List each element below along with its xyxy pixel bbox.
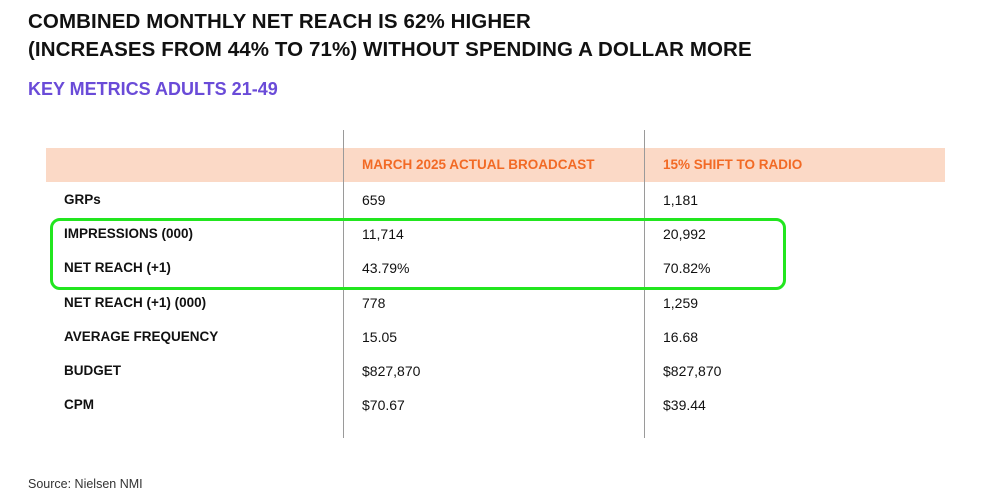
broadcast-value: 11,714 — [362, 226, 404, 243]
broadcast-value: 15.05 — [362, 328, 398, 345]
table-row: IMPRESSIONS (000) 11,714 20,992 — [0, 217, 985, 251]
table-row: BUDGET $827,870 $827,870 — [0, 354, 985, 388]
metric-label: GRPs — [64, 192, 101, 207]
broadcast-value: 43.79% — [362, 260, 410, 277]
metric-label: BUDGET — [64, 363, 121, 378]
table-row: NET REACH (+1) 43.79% 70.82% — [0, 251, 985, 285]
metric-label: NET REACH (+1) — [64, 260, 171, 276]
table-row: NET REACH (+1) (000) 778 1,259 — [0, 286, 985, 320]
broadcast-value: $827,870 — [362, 363, 421, 379]
table-row: AVERAGE FREQUENCY 15.05 16.68 — [0, 320, 985, 354]
column-header-broadcast: MARCH 2025 ACTUAL BROADCAST — [362, 157, 595, 172]
column-divider-1 — [343, 130, 344, 438]
metric-label: CPM — [64, 397, 94, 413]
broadcast-value: 659 — [362, 192, 386, 208]
radio-value: 1,259 — [663, 294, 699, 311]
title-line-2: (INCREASES FROM 44% TO 71%) WITHOUT SPEN… — [28, 38, 752, 61]
broadcast-value: $70.67 — [362, 397, 405, 414]
metric-label: IMPRESSIONS (000) — [64, 226, 194, 242]
radio-value: 20,992 — [663, 226, 706, 243]
column-header-radio: 15% SHIFT TO RADIO — [663, 157, 803, 172]
title-line-1: COMBINED MONTHLY NET REACH IS 62% HIGHER — [28, 10, 531, 33]
section-subtitle: KEY METRICS ADULTS 21-49 — [28, 79, 278, 99]
highlight-box — [50, 218, 786, 290]
broadcast-value: 778 — [362, 294, 386, 311]
metric-label: AVERAGE FREQUENCY — [64, 328, 219, 344]
radio-value: 70.82% — [663, 260, 711, 277]
source-note: Source: Nielsen NMI — [28, 477, 143, 491]
radio-value: 16.68 — [663, 328, 699, 345]
table-row: CPM $70.67 $39.44 — [0, 388, 985, 422]
radio-value: $827,870 — [663, 363, 722, 379]
table-header-band — [46, 148, 945, 182]
table-row: GRPs 659 1,181 — [0, 183, 985, 217]
radio-value: $39.44 — [663, 397, 706, 414]
column-divider-2 — [644, 130, 645, 438]
page-title: COMBINED MONTHLY NET REACH IS 62% HIGHER… — [28, 8, 752, 64]
metric-label: NET REACH (+1) (000) — [64, 294, 207, 310]
radio-value: 1,181 — [663, 192, 699, 208]
